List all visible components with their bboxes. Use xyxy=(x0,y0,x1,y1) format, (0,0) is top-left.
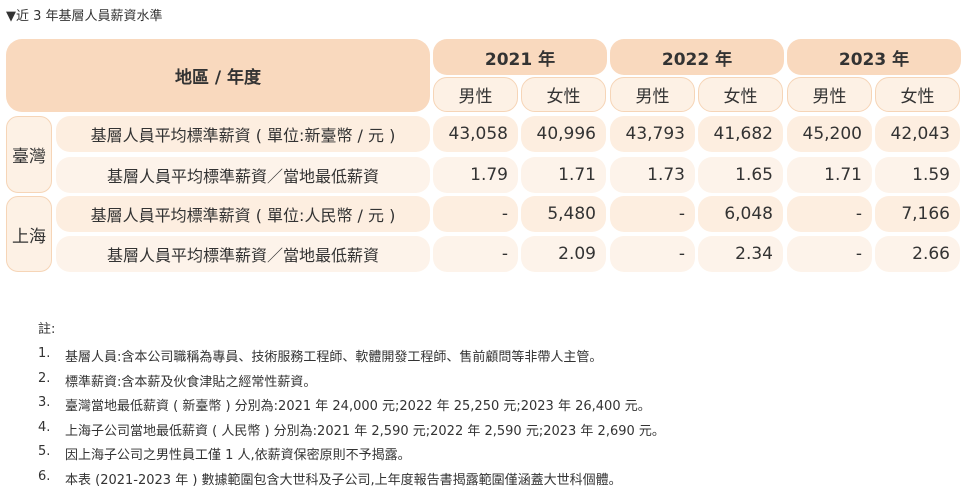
table-cell: - xyxy=(787,236,872,272)
table-cell: 1.71 xyxy=(521,157,606,193)
table-cell: 1.71 xyxy=(787,157,872,193)
table-cell: 40,996 xyxy=(521,116,606,152)
note-item: 2. 標準薪資:含本薪及伙食津貼之經常性薪資。 xyxy=(38,371,665,396)
gender-header: 男性 xyxy=(610,77,695,112)
note-text: 基層人員:含本公司職稱為專員、技術服務工程師、軟體開發工程師、售前顧問等非帶人主… xyxy=(65,350,603,365)
note-number: 6. xyxy=(38,468,51,484)
table-cell: 1.59 xyxy=(875,157,960,193)
table-cell: 2.66 xyxy=(875,236,960,272)
note-item: 3. 臺灣當地最低薪資 ( 新臺幣 ) 分別為:2021 年 24,000 元;2… xyxy=(38,395,665,420)
row-label: 基層人員平均標準薪資 ( 單位:新臺幣 / 元 ) xyxy=(56,116,430,152)
notes-heading: 註: xyxy=(38,322,56,337)
table-cell: - xyxy=(610,236,695,272)
note-number: 3. xyxy=(38,395,51,410)
table-cell: 1.65 xyxy=(698,157,783,193)
corner-header: 地區 / 年度 xyxy=(6,39,430,112)
table-cell: 43,058 xyxy=(433,116,518,152)
table-cell: - xyxy=(433,196,518,232)
notes-section: 註: 1. 基層人員:含本公司職稱為專員、技術服務工程師、軟體開發工程師、售前顧問… xyxy=(38,318,665,493)
table-cell: 45,200 xyxy=(787,116,872,152)
table-cell: 1.79 xyxy=(433,157,518,193)
note-number: 5. xyxy=(38,444,51,459)
year-header: 2023 年 xyxy=(787,39,961,75)
table-cell: 5,480 xyxy=(521,196,606,232)
table-cell: - xyxy=(610,196,695,232)
gender-header: 女性 xyxy=(875,77,960,112)
note-item: 1. 基層人員:含本公司職稱為專員、技術服務工程師、軟體開發工程師、售前顧問等非帶… xyxy=(38,346,665,371)
table-cell: 2.34 xyxy=(698,236,783,272)
note-text: 因上海子公司之男性員工僅 1 人,依薪資保密原則不予揭露。 xyxy=(65,448,411,463)
table-cell: 42,043 xyxy=(875,116,960,152)
note-text: 上海子公司當地最低薪資 ( 人民幣 ) 分別為:2021 年 2,590 元;2… xyxy=(65,423,665,439)
note-number: 4. xyxy=(38,419,51,435)
table-cell: 6,048 xyxy=(698,196,783,232)
table-cell: - xyxy=(433,236,518,272)
note-item: 5. 因上海子公司之男性員工僅 1 人,依薪資保密原則不予揭露。 xyxy=(38,444,665,469)
row-label: 基層人員平均標準薪資／當地最低薪資 xyxy=(56,157,430,193)
table-cell: 2.09 xyxy=(521,236,606,272)
table-cell: 43,793 xyxy=(610,116,695,152)
table-cell: 1.73 xyxy=(610,157,695,193)
note-number: 2. xyxy=(38,370,51,386)
note-number: 1. xyxy=(38,346,51,361)
row-label: 基層人員平均標準薪資 ( 單位:人民幣 / 元 ) xyxy=(56,196,430,232)
region-label: 上海 xyxy=(6,196,52,272)
gender-header: 男性 xyxy=(787,77,872,112)
gender-header: 女性 xyxy=(698,77,783,112)
year-header: 2021 年 xyxy=(433,39,607,75)
table-cell: 7,166 xyxy=(875,196,960,232)
table-cell: 41,682 xyxy=(698,116,783,152)
note-item: 4. 上海子公司當地最低薪資 ( 人民幣 ) 分別為:2021 年 2,590 元… xyxy=(38,420,665,445)
gender-header: 男性 xyxy=(433,77,518,112)
year-header: 2022 年 xyxy=(610,39,784,75)
gender-header: 女性 xyxy=(521,77,606,112)
note-item: 6. 本表 (2021-2023 年 ) 數據範圍包含大世科及子公司,上年度報告書… xyxy=(38,469,665,494)
note-text: 臺灣當地最低薪資 ( 新臺幣 ) 分別為:2021 年 24,000 元;202… xyxy=(65,399,651,414)
section-title: ▼近 3 年基層人員薪資水準 xyxy=(6,9,163,24)
table-cell: - xyxy=(787,196,872,232)
region-label: 臺灣 xyxy=(6,116,52,193)
row-label: 基層人員平均標準薪資／當地最低薪資 xyxy=(56,236,430,272)
note-text: 標準薪資:含本薪及伙食津貼之經常性薪資。 xyxy=(65,374,317,390)
notes-list: 1. 基層人員:含本公司職稱為專員、技術服務工程師、軟體開發工程師、售前顧問等非帶… xyxy=(38,346,665,493)
note-text: 本表 (2021-2023 年 ) 數據範圍包含大世科及子公司,上年度報告書揭露… xyxy=(65,472,622,488)
